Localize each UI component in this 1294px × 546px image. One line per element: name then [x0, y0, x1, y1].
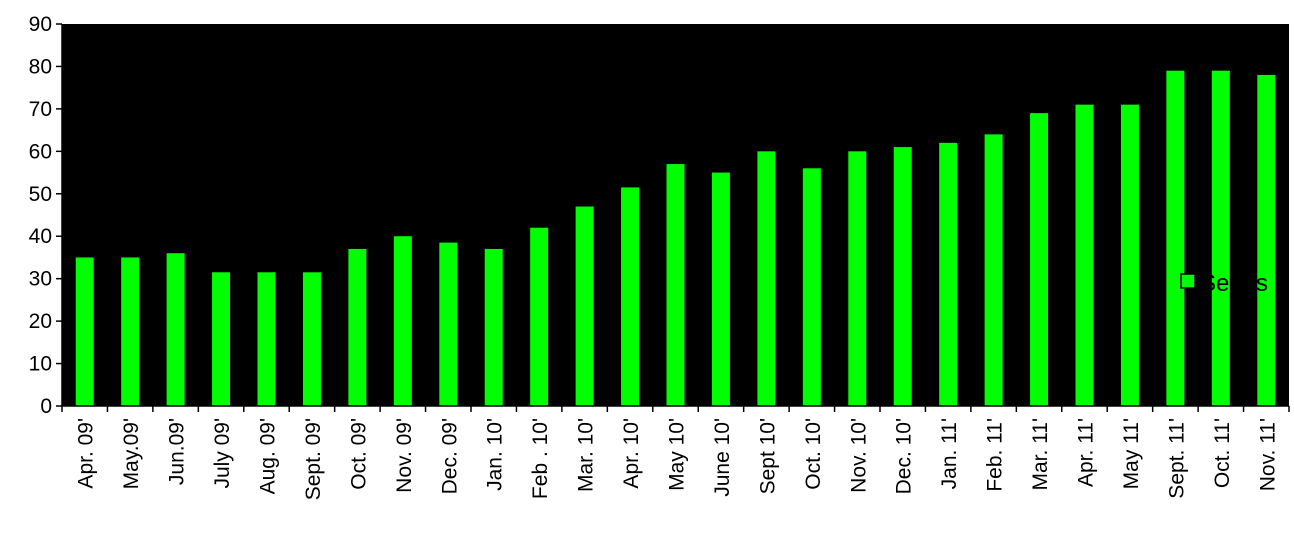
- bar: [848, 151, 867, 406]
- bar: [1120, 104, 1139, 407]
- y-tick-label: 60: [29, 140, 52, 163]
- x-tick-label: Feb . 10': [529, 418, 552, 499]
- x-tick-label: Jan. 10': [484, 418, 507, 491]
- x-tick-label: Nov. 10': [847, 418, 870, 493]
- bar: [75, 257, 94, 406]
- x-tick-label: Sept 10': [756, 418, 779, 494]
- bar: [393, 236, 412, 406]
- bar: [348, 248, 367, 406]
- bar: [166, 253, 185, 406]
- x-tick-label: Aug. 09': [257, 418, 280, 494]
- x-tick-label: Nov. 09': [393, 418, 416, 493]
- bar: [621, 187, 640, 406]
- x-tick-label: Dec. 09': [438, 418, 461, 494]
- x-tick-label: July 09': [211, 418, 234, 489]
- bar: [984, 134, 1003, 406]
- bar: [121, 257, 140, 406]
- x-tick-label: Jun.09': [166, 418, 189, 485]
- y-tick-label: 70: [29, 98, 52, 121]
- bar: [711, 172, 730, 406]
- y-tick-label: 30: [29, 268, 52, 291]
- y-tick-label: 0: [40, 395, 52, 418]
- x-tick-label: Dec. 10': [893, 418, 916, 494]
- x-tick-label: Sept. 11': [1165, 418, 1188, 499]
- bar: [939, 142, 958, 406]
- x-tick-label: Feb. 11': [984, 418, 1007, 492]
- bar: [893, 147, 912, 407]
- x-tick-label: Jan. 11': [938, 418, 961, 489]
- y-tick-label: 20: [29, 310, 52, 333]
- x-tick-label: May.09': [120, 418, 143, 489]
- legend-marker: [1180, 273, 1196, 289]
- x-tick-label: Mar. 11': [1029, 418, 1052, 491]
- x-tick-label: Oct. 10': [802, 418, 825, 490]
- y-tick-label: 80: [29, 55, 52, 78]
- bar: [1030, 113, 1049, 406]
- bar: [439, 242, 458, 406]
- legend-label: Series: [1200, 270, 1268, 297]
- bar: [530, 227, 549, 406]
- legend: Series: [1180, 270, 1268, 297]
- y-tick-label: 50: [29, 183, 52, 206]
- bar: [1166, 70, 1185, 406]
- x-tick-label: Oct. 11': [1211, 418, 1234, 488]
- bar: [1257, 74, 1276, 406]
- bar: [1211, 70, 1230, 406]
- bar: [1075, 104, 1094, 407]
- bar: [666, 164, 685, 406]
- y-tick-label: 90: [29, 13, 52, 36]
- x-tick-label: May 11': [1120, 418, 1143, 489]
- x-tick-label: Apr. 11': [1075, 418, 1098, 487]
- x-tick-label: Oct. 09': [347, 418, 370, 490]
- bar: [484, 248, 503, 406]
- x-axis: Apr. 09' May.09' Jun.09' July 09' Aug. 09' Se…: [61, 405, 1290, 500]
- x-tick-label: Apr. 09': [75, 418, 98, 489]
- bar: [575, 206, 594, 406]
- x-tick-label: Nov. 11': [1256, 418, 1279, 491]
- bar: [757, 151, 776, 406]
- bar: [212, 272, 231, 406]
- x-tick-label: Sept. 09': [302, 418, 325, 500]
- x-tick-label: May 10': [666, 418, 689, 491]
- y-tick-label: 10: [29, 353, 52, 376]
- bar: [257, 272, 276, 406]
- bars-group: [75, 70, 1276, 407]
- y-tick-label: 40: [29, 225, 52, 248]
- y-axis: 0 10 20 30 40 50 60 70 80 90: [29, 13, 63, 418]
- bar: [302, 272, 321, 406]
- x-tick-label: June 10': [711, 418, 734, 497]
- x-tick-label: Apr. 10': [620, 418, 643, 489]
- x-tick-label: Mar. 10': [575, 418, 598, 492]
- bar: [802, 168, 821, 406]
